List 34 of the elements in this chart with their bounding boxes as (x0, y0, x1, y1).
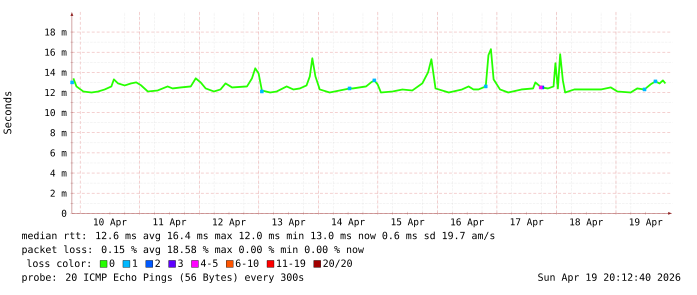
y-axis-title: Seconds (3, 92, 12, 134)
y-tick-label: 2 m (50, 190, 66, 197)
text: probe: 20 ICMP Echo Pings (56 Bytes) every 300s (22, 273, 304, 284)
text: packet loss: 0.15 % avg 18.58 % max 0.00 % min 0.00 % now (22, 246, 364, 256)
legend-label: 20/20 (323, 260, 352, 268)
legend-label: 1 (133, 260, 138, 267)
x-tick-label: 16 Apr (451, 218, 484, 228)
x-tick-label: 19 Apr (630, 218, 662, 228)
y-tick-label: 10 m (45, 109, 66, 116)
y-tick-label: 8 m (50, 129, 66, 136)
y-tick-label: 14 m (45, 69, 66, 76)
legend-title: loss color: (27, 260, 90, 268)
text: Sun Apr 19 20:12:40 2026 (538, 274, 680, 284)
legend-label: 0 (110, 260, 114, 268)
legend-label: 2 (155, 260, 160, 268)
text: median rtt: 12.6 ms avg 16.4 ms max 12.0 ms min 13.0 ms now 0.6 ms sd 19.7 am/s (22, 232, 494, 242)
x-tick-label: 11 Apr (154, 218, 186, 228)
legend-label: 11-19 (277, 260, 306, 268)
y-tick-label: 6 m (50, 149, 66, 157)
y-tick-label: 12 m (45, 89, 66, 96)
x-tick-label: 14 Apr (332, 218, 365, 228)
x-tick-label: 13 Apr (272, 218, 306, 228)
x-tick-label: 10 Apr (94, 218, 127, 228)
y-tick-label: 18 m (45, 28, 66, 36)
legend-label: 3 (178, 260, 183, 268)
y-tick-label: 0 (62, 210, 66, 218)
x-tick-label: 18 Apr (570, 218, 603, 228)
y-tick-label: 16 m (45, 48, 66, 56)
y-tick-label: 4 m (50, 170, 66, 177)
x-tick-label: 15 Apr (392, 218, 424, 228)
legend-label: 6-10 (236, 260, 258, 268)
x-tick-label: 17 Apr (510, 218, 544, 228)
x-tick-label: 12 Apr (213, 218, 246, 228)
legend-label: 4-5 (200, 260, 218, 268)
